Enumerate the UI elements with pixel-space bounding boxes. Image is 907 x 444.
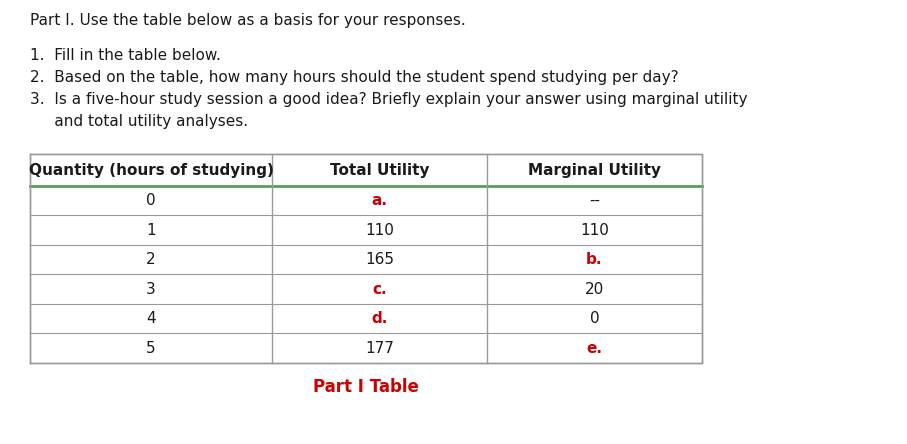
Text: --: --	[589, 193, 600, 208]
Text: 2: 2	[146, 252, 156, 267]
Text: Total Utility: Total Utility	[330, 163, 429, 178]
Bar	[30, 154, 702, 363]
Text: Part I Table: Part I Table	[313, 378, 419, 396]
Text: 0: 0	[590, 311, 600, 326]
Text: 5: 5	[146, 341, 156, 356]
Text: 165: 165	[365, 252, 394, 267]
Text: b.: b.	[586, 252, 603, 267]
Text: 3.  Is a five-hour study session a good idea? Briefly explain your answer using : 3. Is a five-hour study session a good i…	[30, 92, 747, 107]
Text: a.: a.	[372, 193, 387, 208]
Text: d.: d.	[371, 311, 387, 326]
Text: 1: 1	[146, 223, 156, 238]
Text: Marginal Utility: Marginal Utility	[528, 163, 661, 178]
Text: 110: 110	[580, 223, 609, 238]
Text: 110: 110	[365, 223, 394, 238]
Text: Quantity (hours of studying): Quantity (hours of studying)	[28, 163, 273, 178]
Text: e.: e.	[587, 341, 602, 356]
Text: 4: 4	[146, 311, 156, 326]
Text: 177: 177	[365, 341, 394, 356]
Text: 20: 20	[585, 282, 604, 297]
Text: c.: c.	[372, 282, 386, 297]
Text: 3: 3	[146, 282, 156, 297]
Text: 1.  Fill in the table below.: 1. Fill in the table below.	[30, 48, 221, 63]
Text: and total utility analyses.: and total utility analyses.	[30, 114, 249, 129]
Text: 0: 0	[146, 193, 156, 208]
Text: Part I. Use the table below as a basis for your responses.: Part I. Use the table below as a basis f…	[30, 13, 466, 28]
Text: 2.  Based on the table, how many hours should the student spend studying per day: 2. Based on the table, how many hours sh…	[30, 70, 678, 85]
